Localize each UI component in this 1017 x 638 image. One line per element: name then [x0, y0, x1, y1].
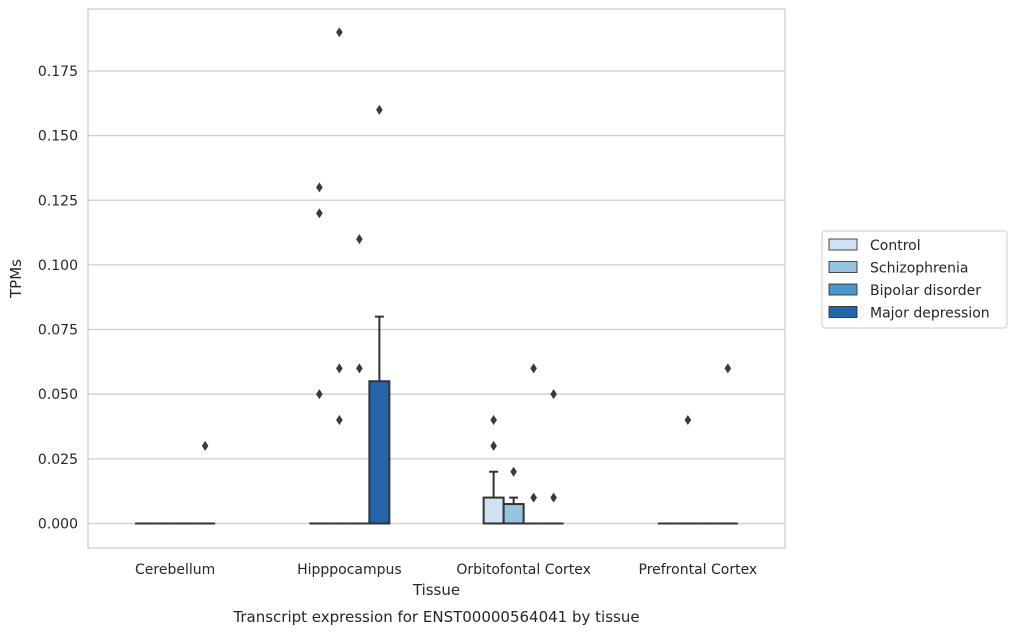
legend-label: Major depression	[870, 306, 990, 322]
plot-marks	[135, 27, 738, 525]
box-body	[482, 496, 505, 525]
box-group	[349, 234, 370, 525]
outlier-point	[356, 363, 363, 374]
outlier-point	[490, 440, 497, 451]
outlier-point	[201, 440, 209, 451]
outlier-point	[550, 492, 557, 503]
box-group	[309, 182, 330, 525]
outlier-point	[356, 234, 363, 245]
y-tick-label: 0.025	[38, 452, 78, 468]
box-body	[368, 380, 391, 525]
box-group	[523, 363, 544, 525]
box-body	[502, 503, 525, 525]
outlier-point	[684, 415, 692, 426]
outlier-point	[336, 363, 343, 374]
box-group	[368, 104, 391, 525]
y-tick-label: 0.125	[38, 193, 78, 209]
box-group	[677, 415, 698, 525]
plot-frame	[87, 8, 786, 549]
x-tick-label: Orbitofontal Cortex	[456, 562, 591, 578]
legend: Control Schizophrenia Bipolar disorder Majo…	[821, 230, 1008, 329]
y-tick-label: 0.000	[38, 516, 78, 532]
y-tick-label: 0.100	[38, 258, 78, 274]
x-tick-label: Prefrontal Cortex	[639, 562, 758, 578]
y-tick-label: 0.075	[38, 323, 78, 339]
y-tick-label: 0.175	[38, 64, 78, 80]
outlier-point	[550, 389, 557, 400]
x-axis-ticks: Cerebellum Hipppocampus Orbitofontal Corte…	[135, 562, 757, 578]
legend-label: Schizophrenia	[870, 261, 968, 277]
outlier-point	[510, 466, 517, 477]
x-axis-label: Tissue	[412, 581, 460, 599]
outlier-point	[530, 492, 537, 503]
legend-frame	[821, 230, 1008, 329]
box-group	[329, 27, 350, 525]
legend-swatch	[828, 283, 858, 296]
outlier-point	[336, 27, 343, 38]
y-tick-label: 0.050	[38, 387, 78, 403]
gridlines	[88, 70, 785, 525]
legend-swatch	[828, 261, 858, 273]
box-group	[543, 389, 564, 525]
outlier-point	[336, 415, 343, 426]
legend-swatch	[828, 238, 858, 251]
y-axis-label: TPMs	[7, 259, 25, 299]
box-group	[482, 415, 505, 525]
outlier-point	[490, 415, 497, 426]
outlier-point	[724, 363, 732, 374]
box-group	[502, 466, 525, 525]
outlier-point	[376, 104, 383, 115]
outlier-point	[316, 182, 323, 193]
chart-caption: Transcript expression for ENST0000056404…	[232, 608, 639, 626]
outlier-point	[530, 363, 537, 374]
outlier-point	[316, 389, 323, 400]
box-group	[195, 440, 216, 525]
box-group	[717, 363, 738, 525]
legend-label: Control	[870, 238, 921, 254]
x-tick-label: Cerebellum	[135, 562, 215, 578]
legend-label: Bipolar disorder	[870, 283, 981, 299]
x-tick-label: Hipppocampus	[297, 562, 402, 578]
y-tick-label: 0.150	[38, 129, 78, 145]
y-axis-ticks: 0.000 0.025 0.050 0.075 0.100 0.125 0.150 0.175	[38, 64, 78, 532]
outlier-point	[316, 208, 323, 219]
legend-swatch	[828, 306, 858, 318]
